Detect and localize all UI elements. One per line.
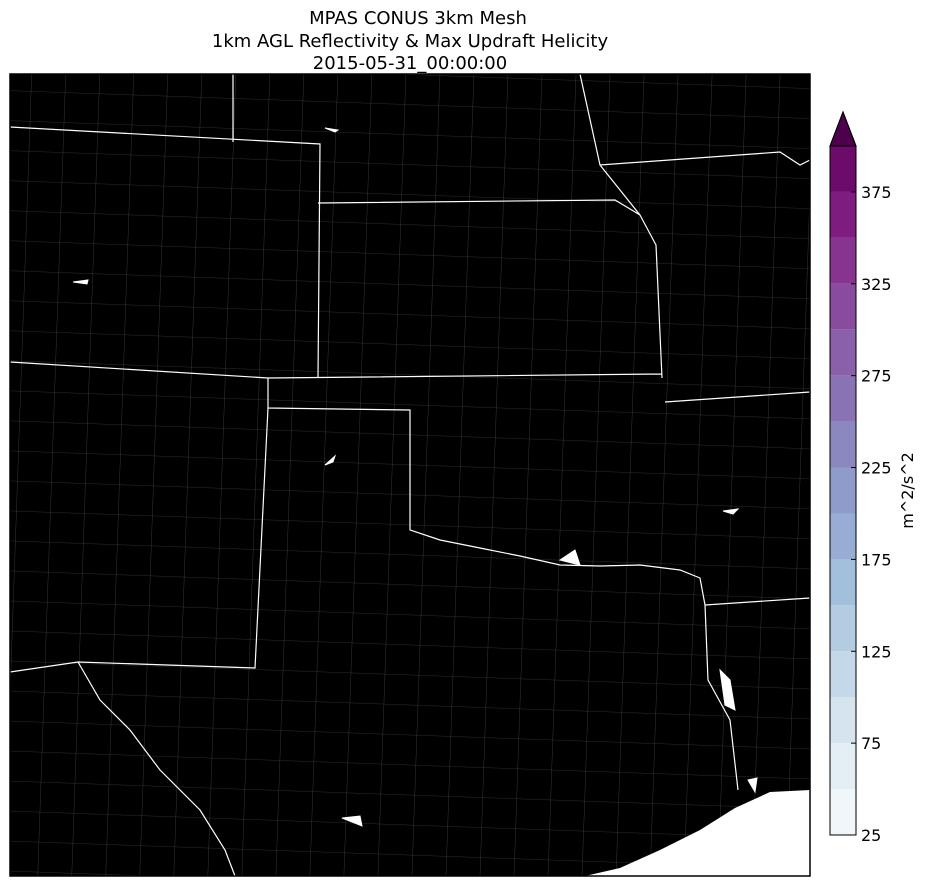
title-line: MPAS CONUS 3km Mesh — [309, 8, 527, 29]
colorbar-bin — [830, 651, 856, 698]
colorbar-bin — [830, 237, 856, 284]
colorbar-tick-label: 275 — [861, 367, 892, 386]
colorbar-bin — [830, 559, 856, 606]
colorbar-bin — [830, 467, 856, 514]
colorbar-tick-label: 25 — [861, 826, 881, 845]
colorbar-bin — [830, 146, 856, 192]
colorbar-bin — [830, 697, 856, 744]
colorbar-extension — [829, 110, 857, 147]
colorbar-bin — [830, 375, 856, 422]
colorbar-tick-label: 325 — [861, 275, 892, 294]
colorbar-tick-label: 175 — [861, 550, 892, 569]
colorbar-tick-label: 225 — [861, 459, 892, 478]
map — [9, 73, 811, 877]
colorbar-outline — [829, 110, 857, 836]
colorbar-tick-label: 125 — [861, 642, 892, 661]
colorbar-bin — [830, 191, 856, 238]
title-line: 2015-05-31_00:00:00 — [313, 53, 507, 74]
colorbar-tick-label: 75 — [861, 734, 881, 753]
colorbar-bin — [830, 605, 856, 652]
colorbar-bin — [830, 743, 856, 790]
colorbar-tick-label: 375 — [861, 183, 892, 202]
colorbar-bin — [830, 513, 856, 560]
colorbar-bin — [830, 329, 856, 376]
colorbar-bin — [830, 421, 856, 468]
colorbar-bin — [830, 283, 856, 330]
colorbar: 25 75 125 175 225 275 325 375 m^2/s^2 — [829, 110, 917, 845]
colorbar-label: m^2/s^2 — [898, 452, 917, 528]
title-line: 1km AGL Reflectivity & Max Updraft Helic… — [212, 31, 609, 52]
colorbar-bin — [830, 789, 856, 835]
